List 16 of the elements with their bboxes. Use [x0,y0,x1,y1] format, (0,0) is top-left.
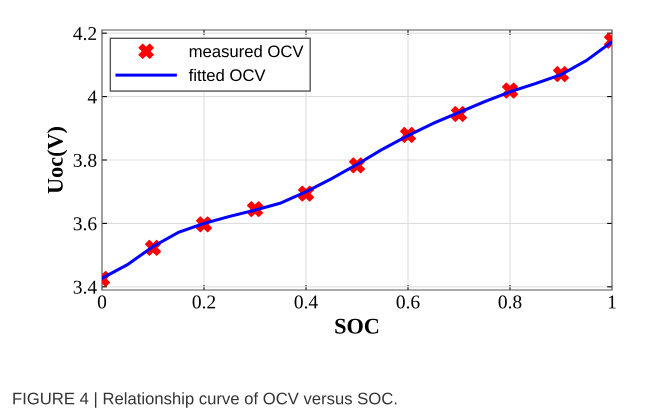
y-tick-label: 4 [88,90,97,104]
legend-label: measured OCV [190,45,304,58]
y-tick-label: 3.6 [74,217,97,230]
x-tick-label: 0 [98,295,106,309]
x-tick-label: 1 [608,296,616,308]
x-tick-label: 0.4 [294,295,318,309]
x-tick-label: 0.2 [192,295,216,309]
y-tick-label: 3.8 [74,154,96,168]
y-axis-title: Uoc(V) [47,127,68,194]
legend-label: fitted OCV [188,68,266,82]
x-tick-label: 0.8 [498,295,522,309]
caption: FIGURE 4 | Relationship curve of OCV versus SOC. [13,392,396,408]
y-tick-label: 4.2 [73,27,96,40]
x-axis-title: SOC [335,318,378,334]
x-tick-label: 0.6 [396,295,420,309]
y-tick-label: 3.4 [74,280,97,294]
